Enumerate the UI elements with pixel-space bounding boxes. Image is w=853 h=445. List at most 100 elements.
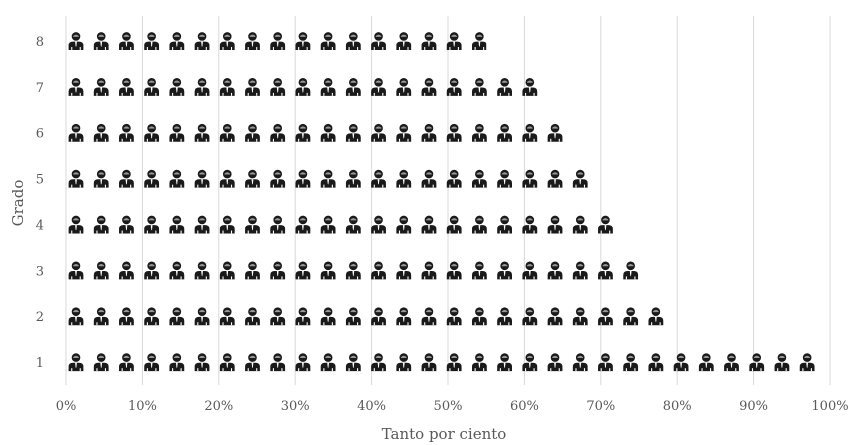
bar-3 xyxy=(68,261,639,280)
bar-7 xyxy=(68,78,538,96)
person-icon xyxy=(598,261,613,280)
person-icon xyxy=(68,261,84,280)
x-axis-title: Tanto por ciento xyxy=(382,425,507,443)
y-tick-label: 2 xyxy=(36,310,44,325)
person-icon xyxy=(598,353,613,372)
person-icon xyxy=(345,261,361,280)
person-icon xyxy=(194,353,210,372)
person-icon xyxy=(119,78,134,96)
person-icon xyxy=(219,32,235,50)
person-icon xyxy=(93,78,109,96)
person-icon xyxy=(471,169,487,188)
person-icon xyxy=(547,215,563,234)
person-icon xyxy=(547,123,563,142)
person-icon xyxy=(295,307,311,326)
x-tick-label: 0% xyxy=(56,399,77,414)
person-icon xyxy=(572,169,588,188)
person-icon xyxy=(623,261,639,280)
x-tick-label: 40% xyxy=(357,399,386,414)
person-icon xyxy=(68,78,84,96)
gridlines xyxy=(65,16,831,385)
person-icon xyxy=(169,353,185,372)
person-icon xyxy=(598,215,613,234)
person-icon xyxy=(270,215,286,234)
person-icon xyxy=(295,32,311,50)
person-icon xyxy=(68,169,84,188)
person-icon xyxy=(547,307,563,326)
person-icon xyxy=(194,123,210,142)
person-icon xyxy=(270,261,286,280)
person-icon xyxy=(497,123,513,142)
person-icon xyxy=(497,215,513,234)
person-icon xyxy=(68,32,84,50)
person-icon xyxy=(245,215,260,234)
person-icon xyxy=(572,215,588,234)
x-tick-label: 100% xyxy=(811,399,848,414)
person-icon xyxy=(93,353,109,372)
person-icon xyxy=(219,353,235,372)
person-icon xyxy=(144,353,160,372)
person-icon xyxy=(169,32,185,50)
person-icon xyxy=(497,78,513,96)
person-icon xyxy=(446,353,462,372)
person-icon xyxy=(119,215,134,234)
person-icon xyxy=(119,169,134,188)
person-icon xyxy=(396,78,412,96)
person-icon xyxy=(245,32,260,50)
person-icon xyxy=(547,353,563,372)
person-icon xyxy=(320,32,336,50)
person-icon xyxy=(119,307,134,326)
person-icon xyxy=(68,353,84,372)
person-icon xyxy=(371,261,386,280)
person-icon xyxy=(799,353,815,372)
person-icon xyxy=(194,32,210,50)
person-icon xyxy=(698,353,714,372)
person-icon xyxy=(169,307,185,326)
person-icon xyxy=(371,123,386,142)
x-tick-label: 90% xyxy=(739,399,768,414)
person-icon xyxy=(396,215,412,234)
person-icon xyxy=(194,78,210,96)
person-icon xyxy=(93,32,109,50)
person-icon xyxy=(270,32,286,50)
person-icon xyxy=(93,307,109,326)
person-icon xyxy=(471,261,487,280)
person-icon xyxy=(421,261,437,280)
person-icon xyxy=(623,353,639,372)
person-icon xyxy=(320,261,336,280)
person-icon xyxy=(421,307,437,326)
person-icon xyxy=(446,215,462,234)
person-icon xyxy=(93,215,109,234)
x-tick-label: 20% xyxy=(204,399,233,414)
person-icon xyxy=(219,123,235,142)
person-icon xyxy=(68,123,84,142)
x-tick-label: 30% xyxy=(281,399,310,414)
person-icon xyxy=(497,169,513,188)
y-axis-title: Grado xyxy=(9,180,27,227)
bar-4 xyxy=(68,215,613,234)
person-icon xyxy=(169,215,185,234)
person-icon xyxy=(345,169,361,188)
person-icon xyxy=(371,215,386,234)
person-icon xyxy=(774,353,790,372)
person-icon xyxy=(320,353,336,372)
person-icon xyxy=(245,169,260,188)
person-icon xyxy=(144,215,160,234)
person-icon xyxy=(446,307,462,326)
person-icon xyxy=(345,78,361,96)
y-tick-label: 8 xyxy=(36,35,44,50)
person-icon xyxy=(320,307,336,326)
person-icon xyxy=(497,307,513,326)
person-icon xyxy=(320,169,336,188)
person-icon xyxy=(219,215,235,234)
person-icon xyxy=(194,169,210,188)
person-icon xyxy=(93,261,109,280)
person-icon xyxy=(421,353,437,372)
person-icon xyxy=(144,261,160,280)
person-icon xyxy=(320,78,336,96)
person-icon xyxy=(446,123,462,142)
person-icon xyxy=(371,307,386,326)
person-icon xyxy=(320,123,336,142)
person-icon xyxy=(169,78,185,96)
